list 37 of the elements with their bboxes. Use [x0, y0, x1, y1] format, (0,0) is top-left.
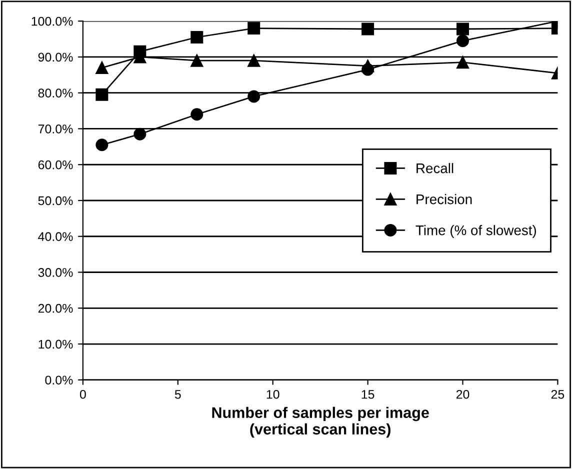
point: [96, 88, 108, 101]
point: [248, 90, 260, 103]
x-tick-label: 25: [551, 390, 564, 399]
x-tick-label: 10: [266, 390, 280, 399]
y-tick-label: 40.0%: [38, 232, 73, 242]
x-tick-label: 0: [80, 390, 86, 399]
x-axis-title: Number of samples per image (vertical scan lines): [212, 406, 429, 438]
point: [248, 22, 260, 35]
y-tick-label: 50.0%: [38, 196, 73, 206]
point: [362, 22, 374, 36]
x-tick-label: 20: [456, 390, 470, 399]
point: [190, 54, 204, 67]
point: [362, 60, 374, 72]
x-tick-label: 15: [362, 390, 374, 399]
point: [96, 138, 108, 152]
legend-label: Precision: [416, 194, 472, 204]
x-tick-label: 5: [174, 390, 181, 399]
point: [456, 56, 469, 69]
point: [456, 22, 469, 36]
point: [456, 34, 469, 48]
y-tick-label: 80.0%: [38, 88, 73, 98]
point: [190, 108, 204, 121]
y-tick-label: 10.0%: [38, 340, 73, 349]
y-tick-label: 20.0%: [38, 304, 73, 313]
y-tick-label: 60.0%: [38, 160, 73, 170]
y-tick-label: 100.0%: [32, 16, 73, 26]
legend-label: Time (% of slowest): [416, 225, 536, 238]
legend-label: Recall: [416, 163, 454, 174]
point: [96, 61, 108, 74]
point: [190, 31, 204, 44]
y-tick-label: 70.0%: [38, 124, 73, 134]
y-tick-label: 30.0%: [38, 268, 73, 277]
y-tick-label: 90.0%: [38, 52, 73, 62]
y-tick-label: 0.0%: [45, 376, 73, 385]
point: [134, 45, 146, 58]
point: [248, 54, 260, 67]
point: [134, 128, 146, 140]
